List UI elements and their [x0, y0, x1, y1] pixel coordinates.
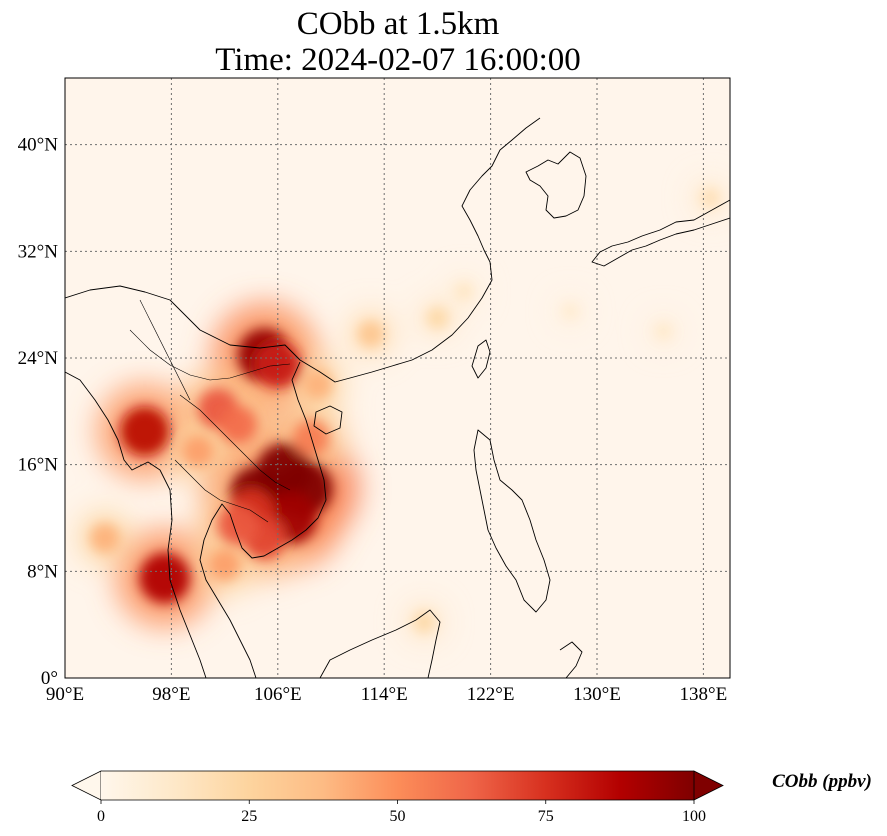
colorbar-tick-label: 50	[390, 808, 406, 825]
coastline-philippines	[473, 429, 551, 613]
coastline-taiwan	[471, 339, 491, 379]
concentration-field	[90, 188, 721, 633]
map-frame	[64, 77, 731, 679]
field-hotspot	[90, 523, 120, 553]
field-hotspot	[302, 369, 333, 400]
coastline-hainan	[313, 405, 343, 435]
longitude-ticks: 90°E 98°E 106°E 114°E 122°E 130°E 138°E	[46, 684, 727, 705]
coastline-indochina	[199, 361, 327, 678]
country-borders	[129, 299, 291, 523]
field-hotspot	[654, 322, 673, 340]
plot-title-line2: Time: 2024-02-07 16:00:00	[215, 42, 580, 78]
lat-tick-label: 32°N	[18, 241, 59, 262]
lat-tick-label: 16°N	[18, 455, 59, 476]
field-hotspot	[562, 303, 579, 320]
coastline-korea	[525, 151, 587, 219]
plot-title-line1: CObb at 1.5km	[297, 6, 500, 42]
lon-tick-label: 138°E	[680, 684, 728, 705]
colorbar-extend-low	[71, 770, 102, 801]
lon-tick-label: 90°E	[46, 684, 84, 705]
field-hotspot	[218, 405, 258, 444]
colorbar-tick-label: 100	[682, 808, 706, 825]
field-hotspot	[139, 552, 191, 604]
lon-tick-label: 130°E	[573, 684, 621, 705]
lon-tick-label: 122°E	[467, 684, 515, 705]
colorbar-tick-label: 75	[538, 808, 554, 825]
field-hotspot	[208, 548, 241, 581]
field-hotspot	[426, 307, 449, 329]
lat-tick-label: 0°	[41, 668, 58, 689]
gridlines	[65, 78, 730, 678]
field-hotspot	[120, 406, 170, 457]
field-hotspot	[454, 282, 474, 301]
lat-tick-label: 24°N	[18, 348, 59, 369]
colorbar-tick-label: 0	[97, 808, 105, 825]
field-hotspot	[182, 435, 214, 468]
colorbar-gradient	[101, 771, 694, 800]
colorbar: 0 25 50 75 100 CObb (ppbv)	[71, 770, 872, 825]
field-hotspot	[413, 611, 435, 633]
colorbar-tick-label: 25	[241, 808, 257, 825]
colorbar-ticks: 0 25 50 75 100	[97, 800, 706, 825]
coastline-china	[65, 117, 541, 383]
field-hotspot	[217, 504, 259, 545]
lon-tick-label: 98°E	[152, 684, 190, 705]
colorbar-label: CObb (ppbv)	[772, 771, 872, 792]
latitude-ticks: 0° 8°N 16°N 24°N 32°N 40°N	[18, 135, 59, 689]
colorbar-extend-high	[693, 770, 724, 801]
lat-tick-label: 40°N	[18, 135, 59, 156]
field-hotspot	[357, 320, 384, 348]
coastlines	[65, 117, 730, 678]
coastline-japan	[591, 199, 730, 267]
coastline-myanmar	[65, 371, 207, 678]
map-panel	[64, 77, 731, 679]
coastline-borneo	[319, 609, 441, 678]
lon-tick-label: 106°E	[254, 684, 302, 705]
coastline-sulawesi	[559, 641, 583, 678]
lat-tick-label: 8°N	[27, 561, 58, 582]
field-hotspot	[700, 188, 721, 208]
lon-tick-label: 114°E	[361, 684, 408, 705]
